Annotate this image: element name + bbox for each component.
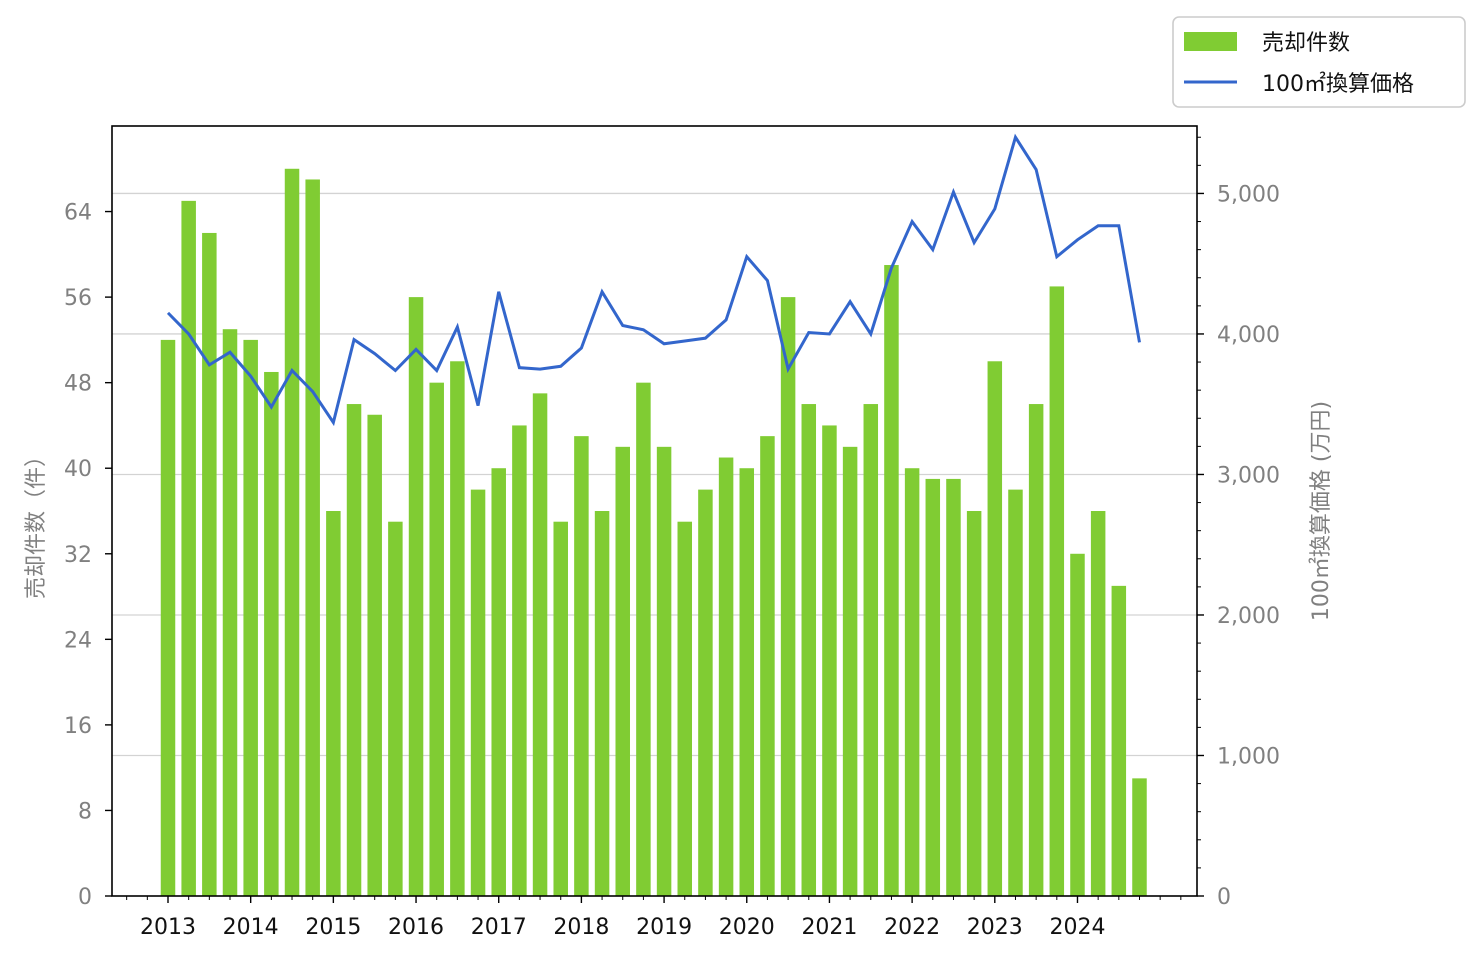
x-tick-label: 2013	[140, 915, 196, 940]
bar	[181, 200, 196, 897]
bar	[863, 404, 879, 896]
x-tick-label: 2019	[636, 915, 692, 940]
bar	[305, 179, 320, 896]
bar	[470, 489, 486, 896]
bar	[1070, 553, 1085, 896]
bar	[491, 468, 506, 896]
left-tick-label: 0	[78, 885, 92, 910]
bar-series	[160, 168, 1147, 897]
bar	[884, 265, 899, 896]
bar	[532, 393, 548, 896]
bar	[780, 297, 796, 897]
x-tick-label: 2021	[801, 915, 857, 940]
bar	[677, 521, 692, 896]
bar	[160, 339, 176, 896]
left-tick-label: 24	[64, 628, 92, 653]
bar	[574, 436, 589, 896]
bar	[987, 361, 1003, 896]
bar	[698, 489, 713, 896]
bar	[739, 468, 755, 896]
bar	[760, 436, 775, 896]
bar	[388, 521, 403, 896]
right-tick-label: 2,000	[1217, 604, 1280, 629]
bar	[615, 446, 630, 896]
bar	[367, 414, 382, 896]
bar	[966, 511, 982, 896]
legend-box	[1172, 16, 1466, 108]
bar	[1111, 585, 1127, 896]
bar	[346, 404, 362, 896]
left-tick-label: 8	[78, 799, 92, 824]
bar	[925, 478, 941, 896]
left-tick-label: 32	[64, 543, 92, 568]
x-tick-label: 2015	[305, 915, 361, 940]
bar	[408, 297, 424, 897]
right-tick-label: 1,000	[1217, 744, 1280, 769]
bar	[718, 457, 734, 896]
x-tick-label: 2016	[388, 915, 444, 940]
bar	[222, 329, 238, 896]
bar	[656, 446, 672, 896]
bar	[842, 446, 858, 896]
left-tick-label: 56	[64, 286, 92, 311]
left-tick-label: 40	[64, 457, 92, 482]
left-axis: 0 8 16 24 32 40 48 56 64	[64, 201, 112, 910]
bar	[264, 371, 279, 896]
bar	[946, 478, 961, 896]
bar	[1008, 489, 1023, 896]
bar	[553, 521, 568, 896]
x-tick-label: 2014	[223, 915, 279, 940]
x-tick-label: 2022	[884, 915, 940, 940]
bar	[243, 339, 258, 896]
left-tick-label: 64	[64, 201, 92, 226]
x-tick-label: 2020	[719, 915, 775, 940]
price-line	[166, 133, 1141, 427]
bar	[1049, 286, 1065, 897]
plot-frame	[111, 125, 1198, 897]
bar	[284, 168, 300, 896]
bar	[1132, 778, 1147, 896]
right-axis: 0 1,000 2,000 3,000 4,000 5,000	[1197, 136, 1280, 910]
x-tick-label: 2024	[1049, 915, 1105, 940]
right-tick-label: 0	[1217, 885, 1231, 910]
x-tick-label: 2017	[471, 915, 527, 940]
right-tick-label: 4,000	[1217, 323, 1280, 348]
bar	[326, 511, 341, 896]
right-tick-label: 3,000	[1217, 463, 1280, 488]
left-axis-title: 売却件数（件）	[24, 445, 49, 599]
bar	[1028, 404, 1044, 896]
bar	[801, 404, 817, 896]
legend-line-label: 100㎡換算価格	[1262, 71, 1414, 97]
legend-bar-swatch	[1184, 32, 1237, 51]
x-axis: 2013 2014 2015 2016 2017 2018 2019 2020 2021 2022…	[126, 896, 1182, 940]
bar	[429, 382, 444, 897]
bar	[822, 425, 837, 896]
bar	[594, 511, 610, 896]
legend-bar-label: 売却件数	[1262, 31, 1350, 56]
bar	[450, 361, 465, 896]
left-tick-label: 48	[64, 372, 92, 397]
bar	[904, 468, 920, 896]
bar	[636, 382, 651, 897]
bar	[512, 425, 527, 896]
bar	[1090, 511, 1106, 896]
left-tick-label: 16	[64, 714, 92, 739]
right-tick-label: 5,000	[1217, 182, 1280, 207]
x-tick-label: 2023	[967, 915, 1023, 940]
legend: 売却件数 100㎡換算価格	[1172, 16, 1466, 108]
right-axis-title: 100㎡換算価格 (万円)	[1308, 401, 1334, 621]
x-tick-label: 2018	[553, 915, 609, 940]
bar	[202, 232, 217, 896]
